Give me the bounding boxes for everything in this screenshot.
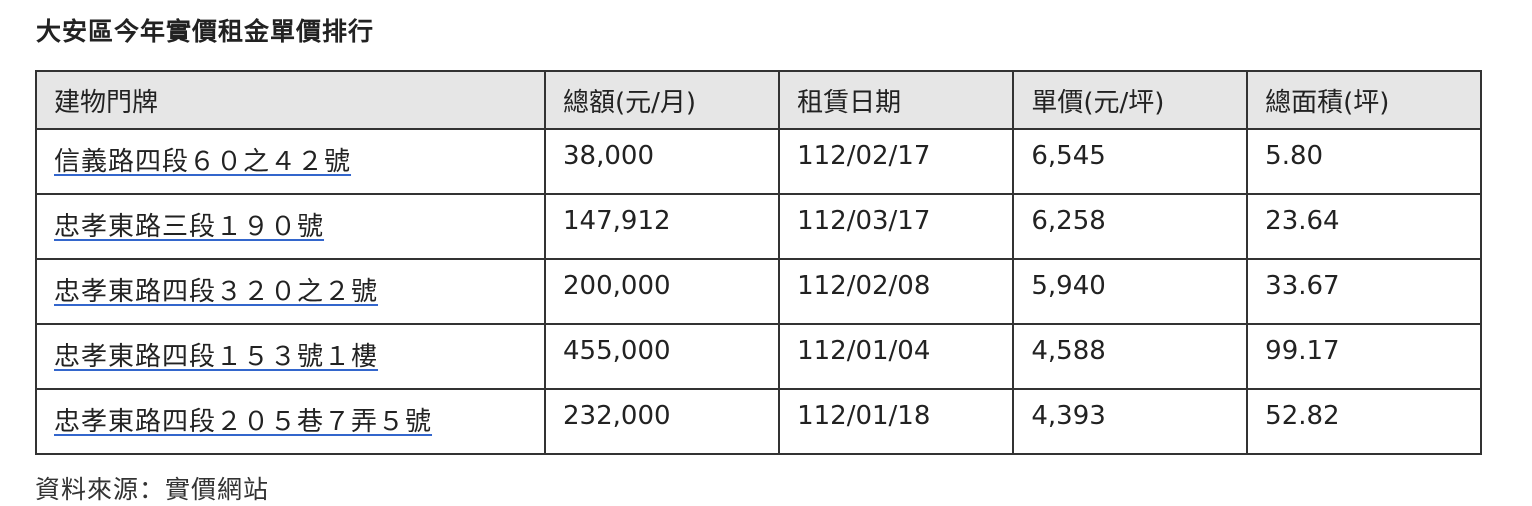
address-link[interactable]: 忠孝東路四段２０５巷７弄５號 xyxy=(54,407,433,437)
header-unit-price: 單價(元/坪) xyxy=(1012,70,1249,130)
table-row: 忠孝東路四段１５３號１樓 455,000 112/01/04 4,588 99.17 xyxy=(34,323,1482,390)
cell-area: 33.67 xyxy=(1246,258,1482,325)
address-link[interactable]: 忠孝東路四段３２０之２號 xyxy=(54,277,379,307)
cell-unit-price: 4,393 xyxy=(1012,388,1249,455)
cell-address: 信義路四段６０之４２號 xyxy=(34,128,547,195)
cell-address: 忠孝東路四段３２０之２號 xyxy=(34,258,547,325)
cell-area: 52.82 xyxy=(1246,388,1482,455)
cell-total: 38,000 xyxy=(544,128,781,195)
table-row: 忠孝東路三段１９０號 147,912 112/03/17 6,258 23.64 xyxy=(34,193,1482,260)
cell-area: 23.64 xyxy=(1246,193,1482,260)
table-row: 信義路四段６０之４２號 38,000 112/02/17 6,545 5.80 xyxy=(34,128,1482,195)
header-date: 租賃日期 xyxy=(778,70,1015,130)
data-source-note: 資料來源：實價網站 xyxy=(35,475,270,504)
cell-date: 112/01/18 xyxy=(778,388,1015,455)
cell-address: 忠孝東路三段１９０號 xyxy=(34,193,547,260)
cell-total: 232,000 xyxy=(544,388,781,455)
address-link[interactable]: 忠孝東路三段１９０號 xyxy=(54,212,325,242)
address-link[interactable]: 忠孝東路四段１５３號１樓 xyxy=(54,342,379,372)
cell-date: 112/02/08 xyxy=(778,258,1015,325)
table-header-row: 建物門牌 總額(元/月) 租賃日期 單價(元/坪) 總面積(坪) xyxy=(34,70,1482,130)
cell-unit-price: 5,940 xyxy=(1012,258,1249,325)
cell-total: 455,000 xyxy=(544,323,781,390)
page-title: 大安區今年實價租金單價排行 xyxy=(36,17,375,46)
cell-address: 忠孝東路四段２０５巷７弄５號 xyxy=(34,388,547,455)
cell-address: 忠孝東路四段１５３號１樓 xyxy=(34,323,547,390)
rent-ranking-table: 建物門牌 總額(元/月) 租賃日期 單價(元/坪) 總面積(坪) 信義路四段６０… xyxy=(34,70,1482,455)
header-area: 總面積(坪) xyxy=(1246,70,1482,130)
cell-area: 99.17 xyxy=(1246,323,1482,390)
table-row: 忠孝東路四段２０５巷７弄５號 232,000 112/01/18 4,393 52.82 xyxy=(34,388,1482,455)
table-row: 忠孝東路四段３２０之２號 200,000 112/02/08 5,940 33.67 xyxy=(34,258,1482,325)
header-address: 建物門牌 xyxy=(34,70,547,130)
cell-date: 112/02/17 xyxy=(778,128,1015,195)
cell-date: 112/01/04 xyxy=(778,323,1015,390)
cell-date: 112/03/17 xyxy=(778,193,1015,260)
cell-total: 200,000 xyxy=(544,258,781,325)
address-link[interactable]: 信義路四段６０之４２號 xyxy=(54,147,352,177)
cell-unit-price: 4,588 xyxy=(1012,323,1249,390)
cell-total: 147,912 xyxy=(544,193,781,260)
cell-unit-price: 6,545 xyxy=(1012,128,1249,195)
cell-unit-price: 6,258 xyxy=(1012,193,1249,260)
cell-area: 5.80 xyxy=(1246,128,1482,195)
header-total: 總額(元/月) xyxy=(544,70,781,130)
